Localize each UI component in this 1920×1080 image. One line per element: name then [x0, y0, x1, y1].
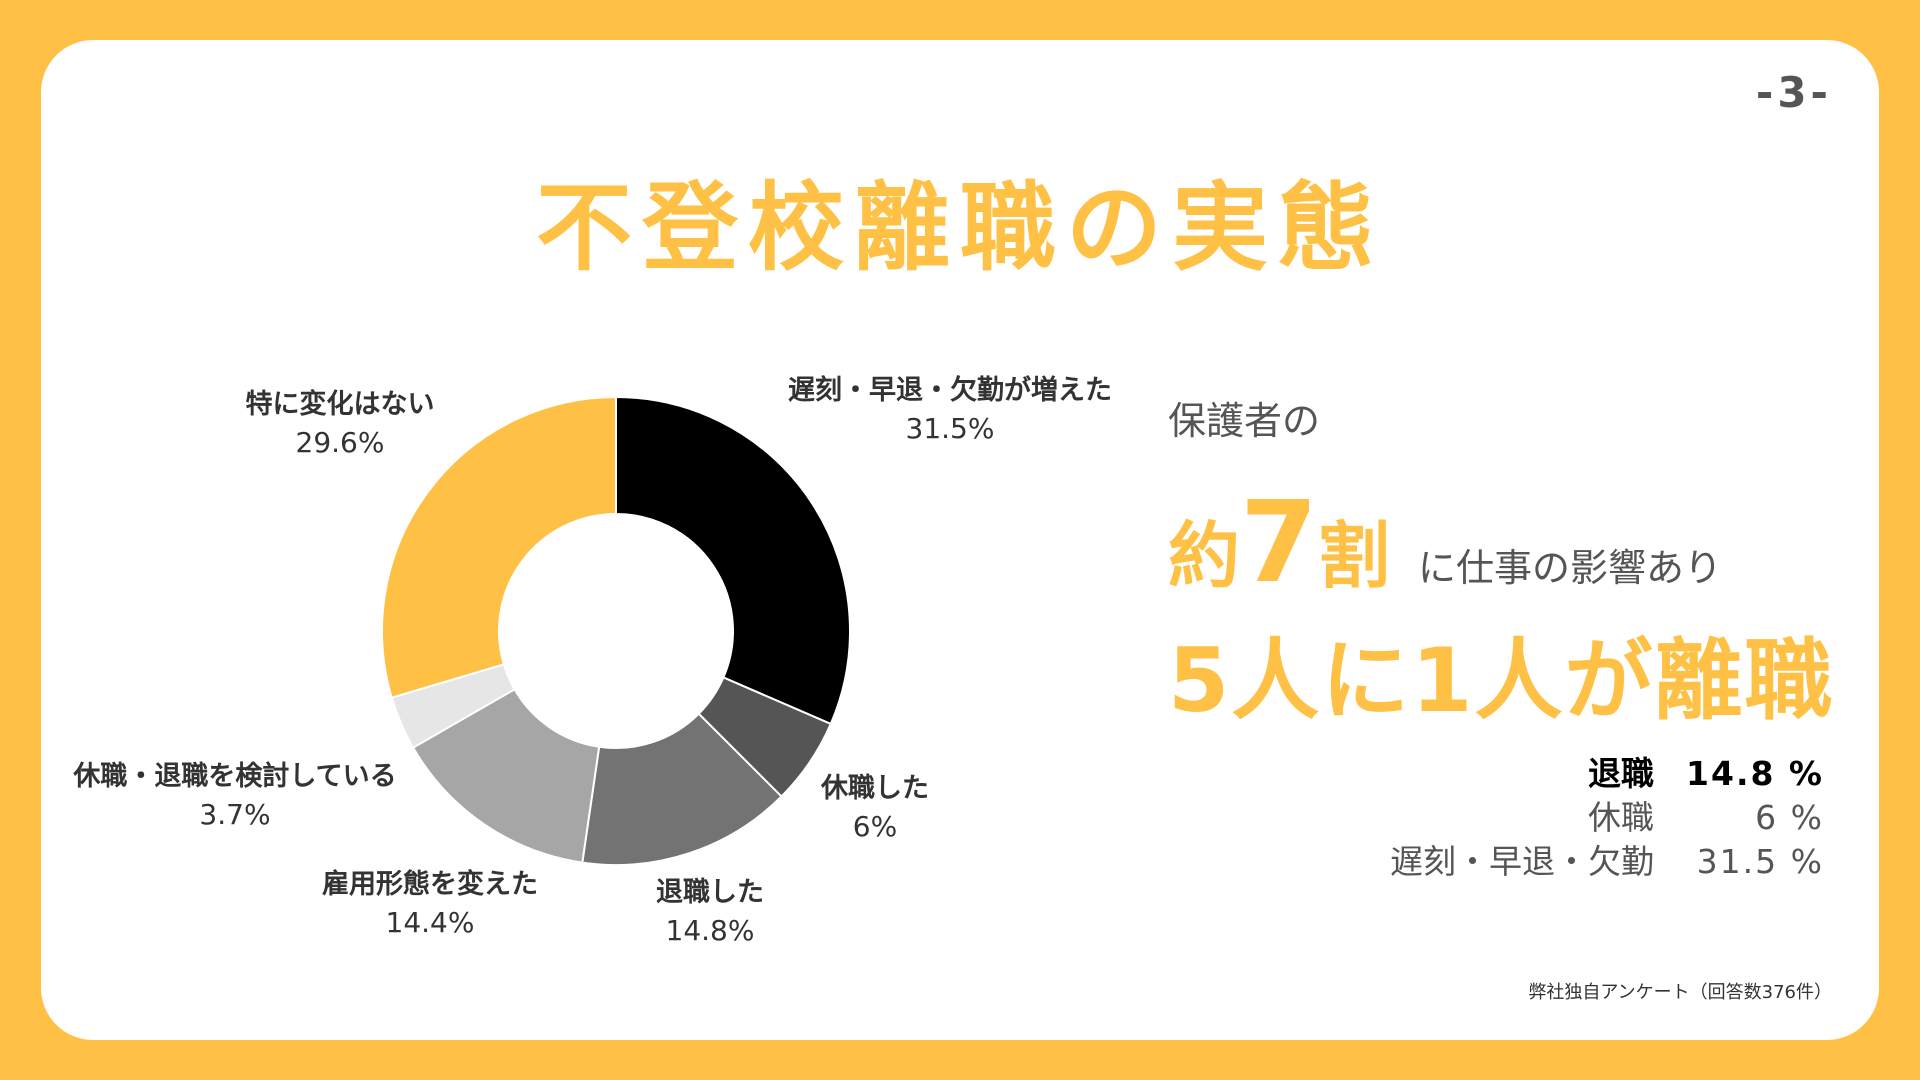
summary-ratio-line: 約7割 に仕事の影響あり: [1168, 478, 1722, 608]
label-considering-value: 3.7%: [199, 798, 271, 831]
source-note: 弊社独自アンケート（回答数376件）: [1528, 982, 1832, 1003]
label-leave: 休職した 6%: [800, 770, 950, 846]
stat-label: 退職: [1588, 754, 1654, 793]
label-resigned-value: 14.8%: [665, 914, 755, 947]
summary-number: 7: [1240, 478, 1318, 608]
label-late-absence-value: 31.5%: [905, 412, 995, 445]
stat-value: 14.8 %: [1686, 754, 1824, 793]
slide-card: [41, 40, 1879, 1040]
stat-value: 31.5 %: [1696, 842, 1824, 881]
slice-employment-change: [411, 687, 601, 864]
summary-prefix: 約: [1168, 514, 1241, 598]
label-employment-change-value: 14.4%: [385, 906, 475, 939]
label-late-absence-text: 遅刻・早退・欠勤が増えた: [788, 375, 1112, 406]
stat-row-late: 遅刻・早退・欠勤 31.5 %: [1390, 840, 1824, 884]
summary-unit: 割: [1317, 514, 1390, 598]
label-considering-text: 休職・退職を検討している: [73, 761, 397, 792]
label-no-change-text: 特に変化はない: [245, 389, 435, 420]
stat-row-resigned: 退職 14.8 %: [1390, 752, 1824, 796]
page-title: 不登校離職の実態: [536, 172, 1384, 284]
summary-headline: 5人に1人が離職: [1168, 629, 1835, 732]
label-late-absence: 遅刻・早退・欠勤が増えた 31.5%: [770, 372, 1130, 448]
label-resigned-text: 退職した: [656, 877, 764, 908]
label-employment-change: 雇用形態を変えた 14.4%: [300, 866, 560, 942]
label-leave-value: 6%: [852, 810, 898, 843]
summary-suffix: に仕事の影響あり: [1417, 546, 1722, 590]
label-considering: 休職・退職を検討している 3.7%: [60, 758, 410, 834]
label-no-change: 特に変化はない 29.6%: [220, 386, 460, 462]
slice-late-absence: [615, 395, 851, 726]
page-number: -3-: [1755, 68, 1832, 117]
label-resigned: 退職した 14.8%: [620, 874, 800, 950]
slice-resigned: [581, 712, 783, 866]
label-employment-change-text: 雇用形態を変えた: [322, 869, 538, 900]
slice-no-change: [381, 395, 617, 699]
stat-row-leave: 休職 6 %: [1390, 796, 1824, 840]
stat-label: 遅刻・早退・欠勤: [1390, 842, 1654, 881]
label-no-change-value: 29.6%: [295, 426, 385, 459]
stat-value: 6 %: [1755, 798, 1824, 837]
label-leave-text: 休職した: [821, 773, 929, 804]
summary-intro: 保護者の: [1168, 399, 1321, 443]
stats-list: 退職 14.8 % 休職 6 % 遅刻・早退・欠勤 31.5 %: [1390, 752, 1824, 884]
stat-label: 休職: [1588, 798, 1654, 837]
